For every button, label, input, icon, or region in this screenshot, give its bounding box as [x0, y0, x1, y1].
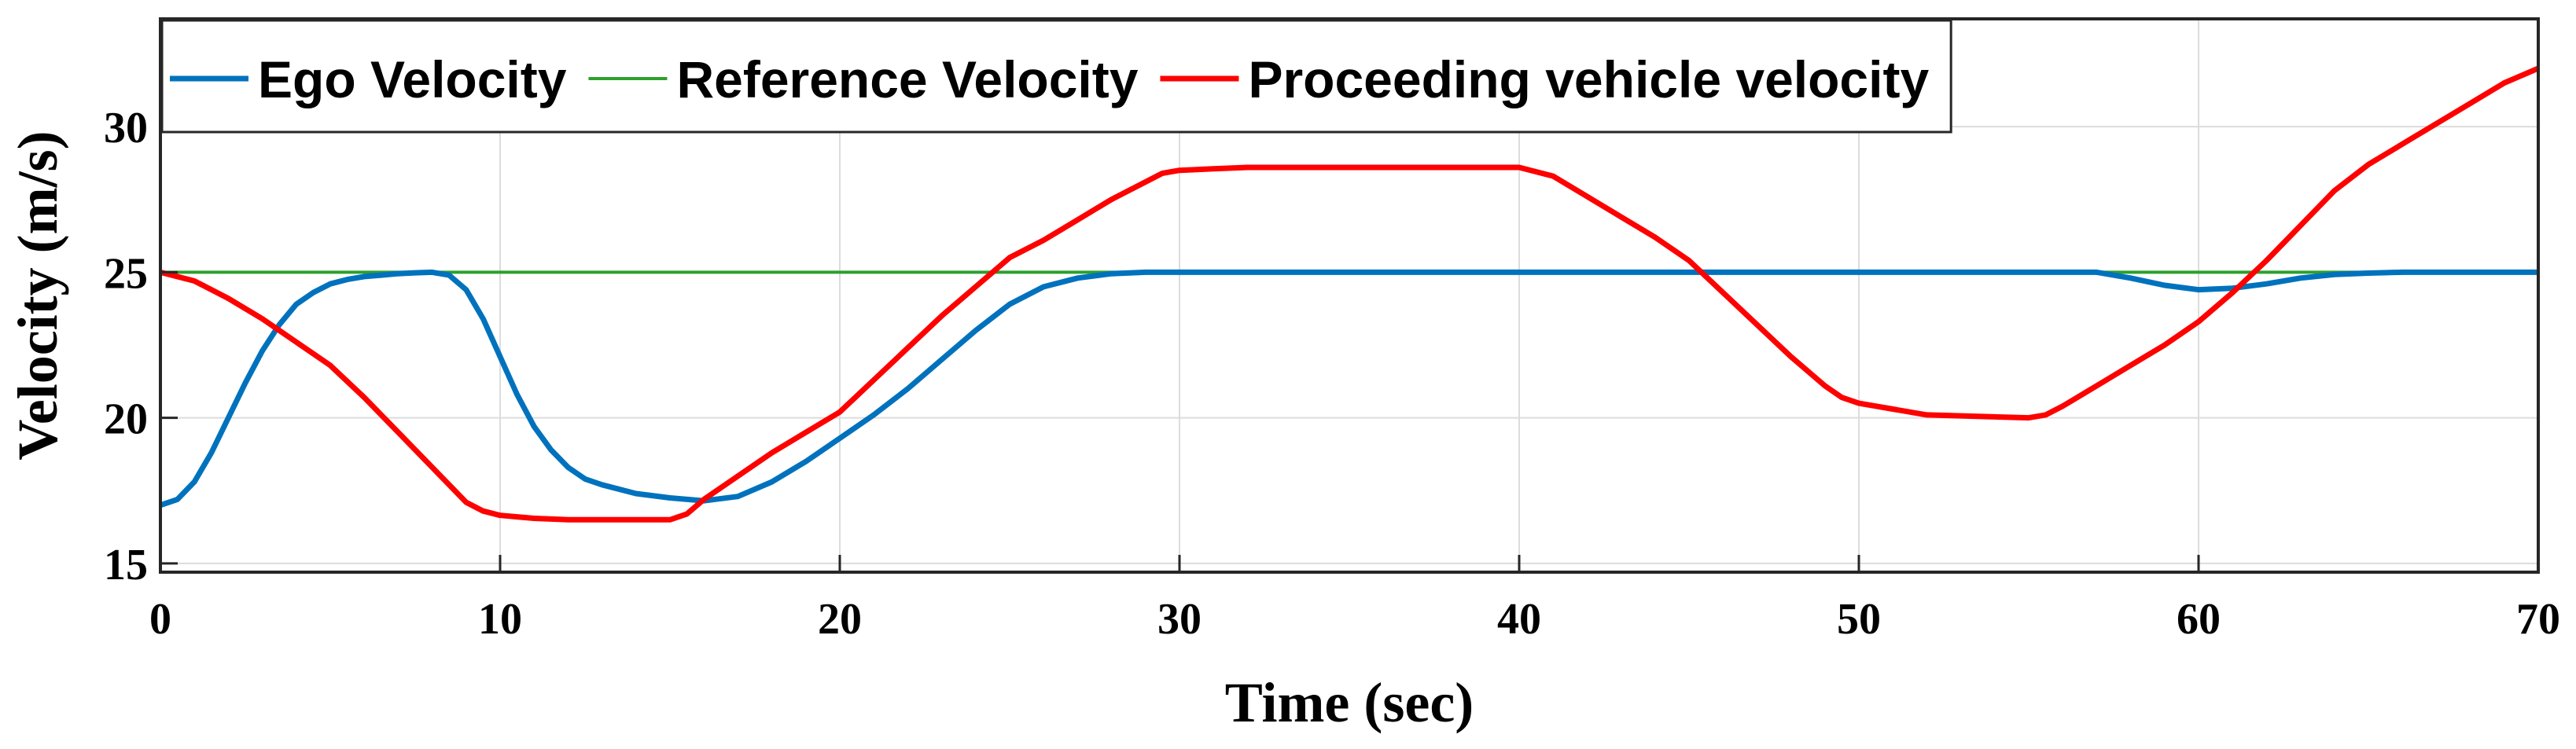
axis-title-layer: Time (sec) Velocity (m/s)	[6, 130, 1474, 734]
x-tick-label: 30	[1157, 595, 1202, 644]
x-tick-label: 0	[149, 595, 171, 644]
plot-frame	[159, 17, 2540, 574]
x-tick-label: 70	[2516, 595, 2560, 644]
x-tick-label: 50	[1837, 595, 1881, 644]
x-tick-label: 60	[2177, 595, 2221, 644]
legend-box	[160, 19, 1952, 134]
tick-layer: 0 10 20 30 40 50 60 70 15 20 25 30	[104, 104, 2560, 644]
series-line-proceeding-vehicle-velocity	[160, 65, 2538, 523]
legend-entry-label: Proceeding vehicle velocity	[1248, 50, 1929, 108]
x-tick-label: 40	[1497, 595, 1541, 644]
x-tick-label: 10	[478, 595, 522, 644]
y-axis-title: Velocity (m/s)	[6, 130, 69, 460]
legend-entry-label: Ego Velocity	[258, 50, 567, 108]
legend-entry-label: Reference Velocity	[676, 50, 1138, 108]
y-tick-label: 30	[104, 104, 148, 152]
x-tick-label: 20	[818, 595, 862, 644]
y-tick-label: 25	[104, 249, 148, 298]
series-line-ego-velocity	[160, 269, 2538, 509]
x-axis-title: Time (sec)	[1225, 671, 1474, 734]
y-tick-label: 20	[104, 395, 148, 444]
legend: Ego Velocity Reference Velocity Proceeding…	[160, 19, 1952, 134]
y-tick-label: 15	[104, 541, 148, 589]
series-layer	[160, 65, 2538, 523]
